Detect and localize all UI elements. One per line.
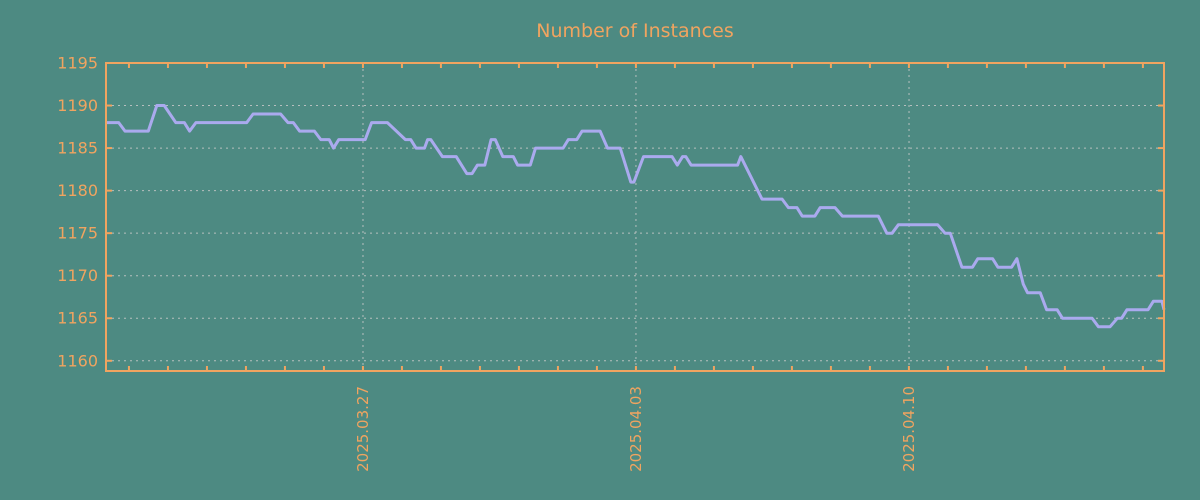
- x-tick-label: 2025.03.27: [354, 386, 372, 472]
- y-tick-label: 1170: [57, 266, 98, 285]
- y-tick-label: 1160: [57, 351, 98, 370]
- plot-border: [105, 62, 1165, 372]
- y-tick-label: 1175: [57, 224, 98, 243]
- data-series: [106, 104, 1166, 329]
- y-tick-label: 1185: [57, 139, 98, 158]
- x-axis-labels: 2025.03.27 2025.04.03 2025.04.10: [354, 386, 918, 472]
- chart-title: Number of Instances: [536, 20, 733, 42]
- x-tick-label: 2025.04.10: [900, 386, 918, 472]
- y-tick-label: 1180: [57, 181, 98, 200]
- instances-series-line: [106, 104, 1166, 329]
- y-tick-label: 1195: [57, 54, 98, 73]
- y-tick-label: 1165: [57, 309, 98, 328]
- y-axis-labels: 1160 1165 1170 1175 1180 1185 1190 1195: [57, 54, 98, 371]
- axis-ticks: [106, 62, 1164, 371]
- plot-border-rect: [105, 62, 1165, 372]
- x-tick-label: 2025.04.03: [627, 386, 645, 472]
- y-tick-label: 1190: [57, 96, 98, 115]
- gridlines: [106, 63, 1164, 371]
